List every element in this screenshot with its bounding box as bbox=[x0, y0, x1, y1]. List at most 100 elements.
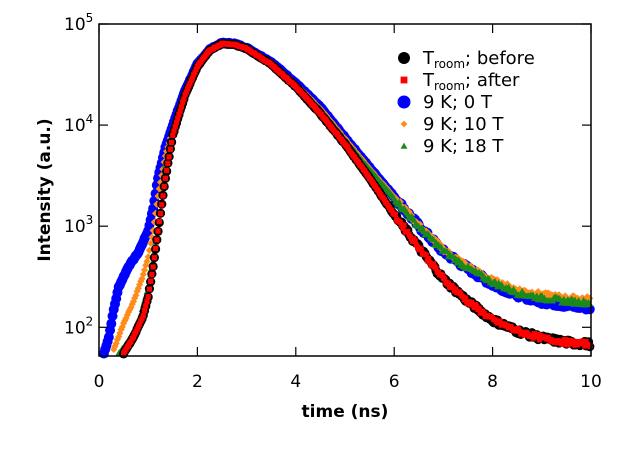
marker-square bbox=[141, 307, 148, 314]
marker-diamond bbox=[121, 317, 129, 325]
marker-square bbox=[183, 89, 189, 95]
marker-square bbox=[164, 167, 170, 173]
marker-diamond bbox=[127, 303, 135, 311]
marker-square bbox=[557, 338, 563, 344]
y-tick-label: 103 bbox=[64, 213, 93, 237]
marker-triangle bbox=[400, 142, 408, 149]
marker-square bbox=[143, 303, 149, 309]
y-tick-label: 105 bbox=[64, 11, 93, 35]
legend-label: 9 K; 18 T bbox=[423, 136, 504, 157]
marker-square bbox=[497, 318, 503, 324]
marker-diamond bbox=[461, 259, 470, 267]
marker-square bbox=[151, 255, 157, 261]
series-1 bbox=[121, 40, 593, 356]
marker-circle bbox=[397, 95, 411, 109]
marker-square bbox=[133, 329, 139, 335]
marker-diamond bbox=[416, 220, 424, 228]
marker-square bbox=[392, 211, 399, 218]
marker-square bbox=[193, 66, 199, 72]
marker-square bbox=[587, 343, 593, 349]
marker-square bbox=[144, 299, 150, 305]
x-tick-label: 2 bbox=[192, 372, 203, 392]
marker-square bbox=[481, 310, 487, 316]
marker-diamond bbox=[583, 293, 591, 301]
marker-square bbox=[167, 146, 173, 152]
marker-square bbox=[401, 222, 407, 228]
marker-square bbox=[453, 286, 459, 292]
marker-diamond bbox=[543, 291, 551, 300]
marker-square bbox=[445, 280, 451, 286]
x-tick-label: 0 bbox=[94, 372, 105, 392]
marker-square bbox=[162, 175, 169, 181]
marker-square bbox=[150, 264, 156, 270]
marker-square bbox=[149, 271, 155, 278]
x-tick-label: 8 bbox=[487, 372, 498, 392]
marker-diamond bbox=[129, 297, 138, 306]
marker-circle bbox=[106, 318, 117, 329]
marker-square bbox=[469, 299, 475, 305]
plot-frame bbox=[98, 23, 592, 357]
marker-square bbox=[189, 75, 196, 81]
marker-diamond bbox=[118, 323, 126, 331]
marker-diamond bbox=[134, 284, 142, 292]
series-2 bbox=[98, 37, 595, 359]
marker-square bbox=[165, 160, 171, 167]
marker-square bbox=[175, 115, 181, 122]
marker-triangle bbox=[485, 274, 493, 282]
marker-square bbox=[508, 323, 514, 330]
marker-diamond bbox=[144, 253, 152, 261]
legend-label: 9 K; 10 T bbox=[423, 114, 504, 135]
marker-diamond bbox=[120, 319, 128, 327]
marker-square bbox=[442, 276, 448, 282]
y-tick-label: 102 bbox=[64, 314, 93, 338]
marker-square bbox=[156, 218, 162, 225]
legend-item: 9 K; 10 T bbox=[400, 114, 504, 135]
marker-square bbox=[146, 286, 153, 292]
marker-square bbox=[172, 123, 178, 130]
marker-square bbox=[427, 259, 433, 266]
marker-square bbox=[128, 338, 134, 345]
marker-square bbox=[184, 86, 191, 92]
marker-square bbox=[136, 321, 143, 327]
marker-square bbox=[152, 245, 159, 252]
marker-diamond bbox=[474, 266, 482, 274]
marker-square bbox=[462, 295, 469, 301]
data-markers bbox=[98, 37, 595, 359]
marker-square bbox=[154, 237, 160, 243]
marker-square bbox=[171, 128, 177, 134]
marker-square bbox=[407, 233, 413, 239]
marker-square bbox=[405, 228, 411, 235]
marker-diamond bbox=[405, 207, 413, 216]
marker-diamond bbox=[147, 239, 155, 247]
marker-square bbox=[145, 294, 151, 300]
marker-square bbox=[173, 120, 180, 126]
marker-triangle bbox=[395, 198, 403, 205]
marker-square bbox=[192, 69, 198, 75]
marker-square bbox=[161, 183, 167, 190]
marker-diamond bbox=[139, 270, 147, 278]
marker-diamond bbox=[459, 257, 467, 265]
marker-diamond bbox=[110, 345, 118, 354]
marker-square bbox=[400, 76, 408, 84]
marker-diamond bbox=[534, 288, 542, 296]
legend-item: 9 K; 18 T bbox=[400, 136, 504, 157]
marker-triangle bbox=[505, 283, 512, 290]
marker-square bbox=[583, 339, 589, 345]
x-tick-label: 10 bbox=[580, 372, 602, 392]
marker-diamond bbox=[400, 120, 408, 128]
marker-square bbox=[134, 326, 140, 332]
marker-square bbox=[176, 111, 182, 117]
axis-ticks: 0 2 4 6 8 10 102 103 104 105 bbox=[64, 11, 602, 392]
marker-square bbox=[140, 313, 146, 319]
marker-square bbox=[562, 337, 568, 343]
marker-square bbox=[139, 316, 145, 322]
x-tick-label: 4 bbox=[290, 372, 301, 392]
marker-square bbox=[423, 252, 429, 258]
marker-square bbox=[536, 337, 542, 343]
marker-square bbox=[430, 261, 437, 267]
marker-triangle bbox=[549, 297, 557, 304]
y-tick-label: 104 bbox=[64, 112, 93, 136]
marker-diamond bbox=[545, 289, 553, 298]
